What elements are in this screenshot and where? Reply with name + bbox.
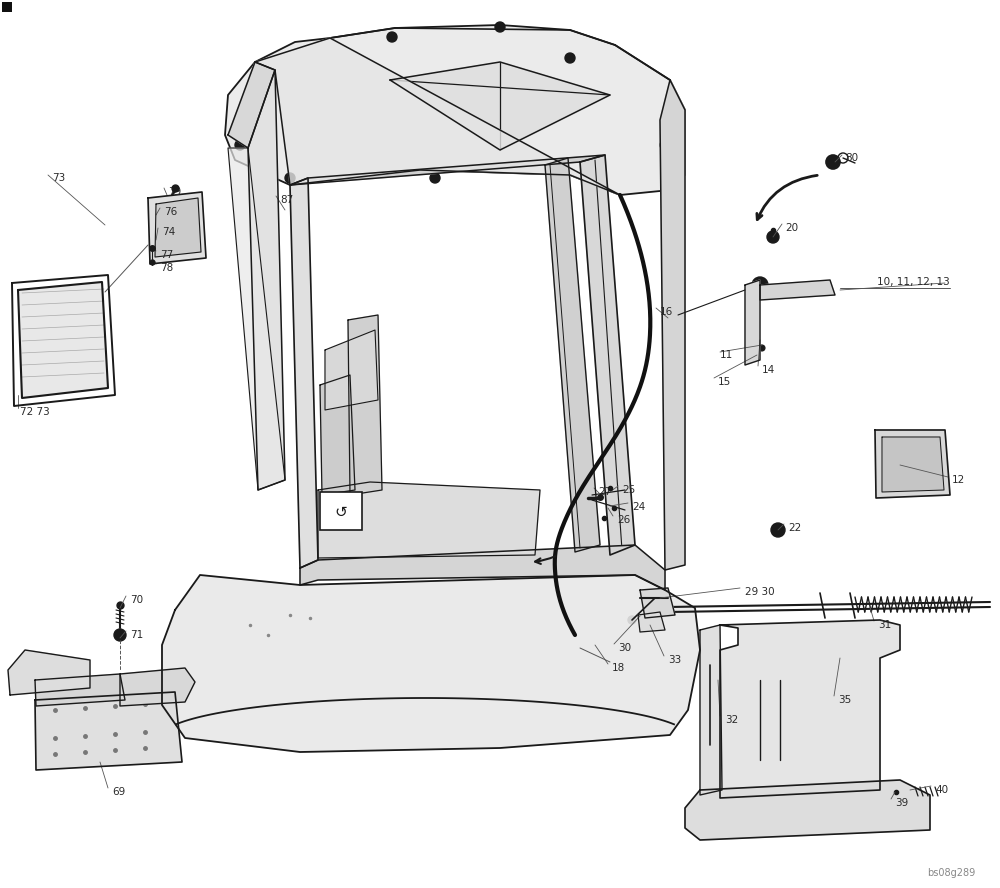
Text: 29 30: 29 30 (745, 587, 775, 597)
Circle shape (628, 616, 636, 624)
Text: 18: 18 (612, 663, 625, 673)
Circle shape (759, 345, 765, 351)
Polygon shape (18, 282, 108, 398)
Circle shape (66, 659, 74, 667)
Circle shape (887, 784, 903, 800)
Text: 72 73: 72 73 (20, 407, 50, 417)
Text: 20: 20 (785, 223, 798, 233)
Polygon shape (325, 330, 378, 410)
Circle shape (495, 22, 505, 32)
Text: 26: 26 (617, 515, 630, 525)
Text: 27: 27 (598, 487, 611, 497)
Text: 16: 16 (660, 307, 673, 317)
Circle shape (650, 593, 660, 603)
Polygon shape (300, 545, 665, 590)
Polygon shape (35, 674, 125, 706)
Polygon shape (155, 198, 201, 257)
Polygon shape (290, 178, 318, 568)
Circle shape (752, 332, 758, 338)
Text: 69: 69 (112, 787, 125, 797)
Text: 22: 22 (788, 523, 801, 533)
Circle shape (168, 686, 176, 694)
Circle shape (161, 674, 169, 682)
Text: 31: 31 (878, 620, 891, 630)
Circle shape (771, 523, 785, 537)
Polygon shape (882, 437, 944, 492)
Polygon shape (640, 588, 675, 618)
Text: 79: 79 (168, 187, 181, 197)
Text: bs08g289: bs08g289 (927, 868, 975, 878)
Circle shape (767, 231, 779, 243)
Text: 70: 70 (130, 595, 143, 605)
Polygon shape (348, 315, 382, 495)
Circle shape (826, 155, 840, 169)
Polygon shape (660, 80, 685, 570)
Text: 39: 39 (895, 798, 908, 808)
Text: 10, 11, 12, 13: 10, 11, 12, 13 (877, 277, 950, 287)
Polygon shape (162, 575, 700, 752)
Polygon shape (700, 625, 722, 795)
Text: 12: 12 (952, 475, 965, 485)
Polygon shape (760, 280, 835, 300)
Polygon shape (320, 375, 355, 495)
Polygon shape (148, 192, 206, 264)
Polygon shape (255, 38, 620, 195)
Polygon shape (228, 148, 285, 490)
Text: 24: 24 (632, 502, 645, 512)
Circle shape (46, 654, 54, 662)
Circle shape (752, 277, 768, 293)
Bar (2, 2, 12, 12)
Circle shape (235, 140, 245, 150)
Text: 77: 77 (160, 250, 173, 260)
Text: 14: 14 (762, 365, 775, 375)
Circle shape (118, 633, 122, 637)
FancyBboxPatch shape (320, 492, 362, 530)
Text: 71: 71 (130, 630, 143, 640)
Circle shape (565, 53, 575, 63)
Text: 73: 73 (52, 173, 65, 183)
Polygon shape (290, 155, 605, 185)
Polygon shape (745, 280, 760, 365)
Polygon shape (390, 62, 610, 150)
Text: 32: 32 (725, 715, 738, 725)
Text: 40: 40 (935, 785, 948, 795)
Polygon shape (685, 780, 930, 840)
Circle shape (387, 32, 397, 42)
Polygon shape (638, 612, 665, 632)
Polygon shape (318, 482, 540, 558)
Text: 74: 74 (162, 227, 175, 237)
Text: 78: 78 (160, 263, 173, 273)
Circle shape (747, 317, 753, 323)
Text: ↺: ↺ (335, 504, 347, 519)
Polygon shape (35, 692, 182, 770)
Circle shape (285, 173, 295, 183)
Polygon shape (720, 620, 900, 798)
Text: 76: 76 (164, 207, 177, 217)
Text: 86: 86 (326, 503, 339, 513)
Text: 33: 33 (668, 655, 681, 665)
Polygon shape (120, 668, 195, 706)
Polygon shape (8, 650, 90, 695)
Polygon shape (248, 70, 285, 490)
Text: 80: 80 (845, 153, 858, 163)
Circle shape (114, 629, 126, 641)
Text: 87: 87 (280, 195, 293, 205)
Circle shape (660, 140, 670, 150)
Text: 30: 30 (618, 643, 631, 653)
Polygon shape (545, 158, 600, 552)
Text: 35: 35 (838, 695, 851, 705)
Polygon shape (228, 62, 275, 148)
Circle shape (663, 313, 673, 323)
Circle shape (430, 173, 440, 183)
Text: 15: 15 (718, 377, 731, 387)
Polygon shape (225, 25, 685, 195)
Text: 11: 11 (720, 350, 733, 360)
Text: 25: 25 (622, 485, 635, 495)
Polygon shape (875, 430, 950, 498)
Polygon shape (580, 155, 635, 555)
